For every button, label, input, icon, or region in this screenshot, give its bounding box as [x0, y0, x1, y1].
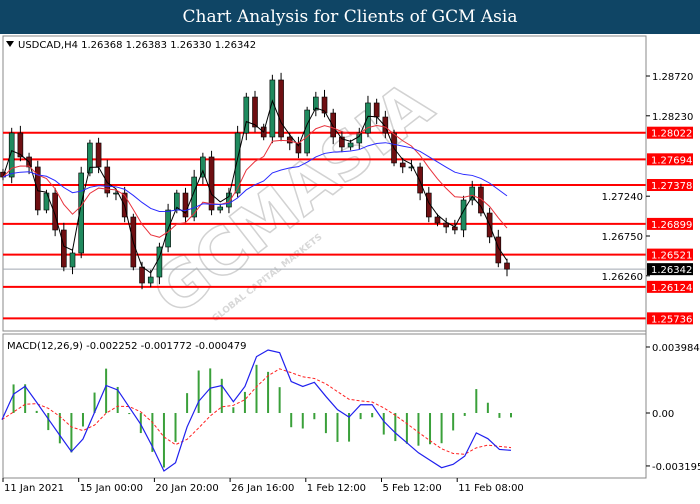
level-price-badge — [647, 248, 693, 261]
level-price-badge — [647, 178, 693, 191]
bull-candle — [304, 109, 310, 154]
bear-candle — [104, 166, 111, 194]
bear-candle — [34, 166, 41, 211]
level-price-badge — [647, 153, 693, 166]
level-price-label: 1.28022 — [651, 129, 692, 140]
bull-candle — [234, 132, 241, 194]
price-tick-label: 1.28720 — [652, 72, 693, 83]
macd-line — [1, 349, 512, 472]
bull-candle — [347, 142, 354, 148]
macd-tick-label: 0.003984 — [652, 343, 700, 354]
bear-candle — [339, 136, 345, 148]
symbol-info: USDCAD,H4 1.26368 1.26383 1.26330 1.2634… — [18, 40, 256, 51]
bear-candle — [434, 216, 441, 224]
bear-candle — [373, 102, 380, 118]
mid-moving-average — [2, 124, 508, 238]
bear-candle — [330, 112, 337, 138]
time-tick-label: 11 Feb 08:00 — [458, 483, 524, 494]
bear-candle — [478, 186, 484, 214]
level-price-label: 1.27378 — [651, 181, 692, 192]
time-tick-label: 5 Feb 12:00 — [383, 483, 442, 494]
bear-candle — [286, 136, 293, 144]
slow-moving-average — [2, 142, 508, 213]
bull-candle — [365, 102, 371, 134]
bear-candle — [425, 192, 432, 218]
time-tick-label: 1 Feb 12:00 — [307, 483, 366, 494]
time-tick-label: 26 Jan 16:00 — [231, 483, 294, 494]
bear-candle — [504, 262, 510, 270]
bull-candle — [313, 96, 319, 111]
level-price-label: 1.26521 — [651, 251, 692, 262]
level-price-label: 1.26124 — [651, 283, 692, 294]
time-tick-label: 15 Jan 00:00 — [80, 483, 143, 494]
bull-candle — [147, 276, 154, 284]
bull-candle — [408, 166, 415, 169]
dropdown-triangle-icon[interactable] — [6, 41, 14, 47]
bull-candle — [200, 156, 206, 178]
bull-candle — [243, 96, 250, 134]
bear-candle — [182, 192, 189, 218]
level-price-label: 1.26899 — [651, 220, 692, 231]
macd-pane-frame — [2, 333, 647, 479]
level-price-label: 1.27694 — [651, 155, 692, 166]
level-price-badge — [647, 217, 693, 230]
bear-candle — [52, 192, 58, 231]
level-price-badge — [647, 280, 693, 293]
macd-info: MACD(12,26,9) -0.002252 -0.001772 -0.000… — [7, 341, 246, 352]
bull-candle — [78, 172, 85, 254]
price-tick-label: 1.27240 — [602, 192, 643, 203]
bear-candle — [278, 79, 284, 138]
bear-candle — [95, 142, 102, 168]
bull-candle — [8, 132, 15, 178]
bear-candle — [252, 96, 258, 128]
bull-candle — [217, 206, 224, 211]
current-price-badge — [647, 263, 693, 276]
bull-candle — [69, 252, 76, 268]
bull-candle — [87, 142, 93, 174]
fast-moving-average — [2, 99, 508, 274]
level-price-label: 1.25736 — [651, 314, 692, 325]
time-tick-label: 11 Jan 2021 — [4, 483, 64, 494]
price-tick-label: 1.26260 — [602, 272, 643, 283]
current-price-label: 1.26342 — [651, 265, 692, 276]
bull-candle — [356, 132, 363, 144]
bear-candle — [417, 166, 423, 194]
bear-candle — [399, 162, 406, 168]
bull-candle — [226, 192, 232, 208]
bear-candle — [321, 96, 328, 114]
chart-window[interactable]: GCMASIA GLOBAL CAPITAL MARKETS 1.28720 1.2… — [0, 34, 700, 500]
bear-candle — [17, 132, 24, 158]
bear-candle — [61, 229, 67, 268]
bull-candle — [469, 186, 476, 201]
price-tick-label: 1.28230 — [652, 112, 693, 123]
bear-candle — [452, 226, 458, 231]
macd-tick-label: -0.003195 — [652, 462, 700, 473]
page-title: Chart Analysis for Clients of GCM Asia — [0, 0, 700, 34]
price-tick-label: 1.26750 — [602, 232, 643, 243]
bear-candle — [382, 116, 389, 134]
macd-tick-label: 0.00 — [652, 409, 674, 420]
bear-candle — [208, 156, 215, 211]
bear-candle — [139, 266, 145, 284]
level-price-badge — [647, 126, 693, 139]
level-price-badge — [647, 312, 693, 325]
bear-candle — [443, 222, 449, 228]
bear-candle — [495, 236, 502, 264]
time-tick-label: 20 Jan 20:00 — [155, 483, 218, 494]
